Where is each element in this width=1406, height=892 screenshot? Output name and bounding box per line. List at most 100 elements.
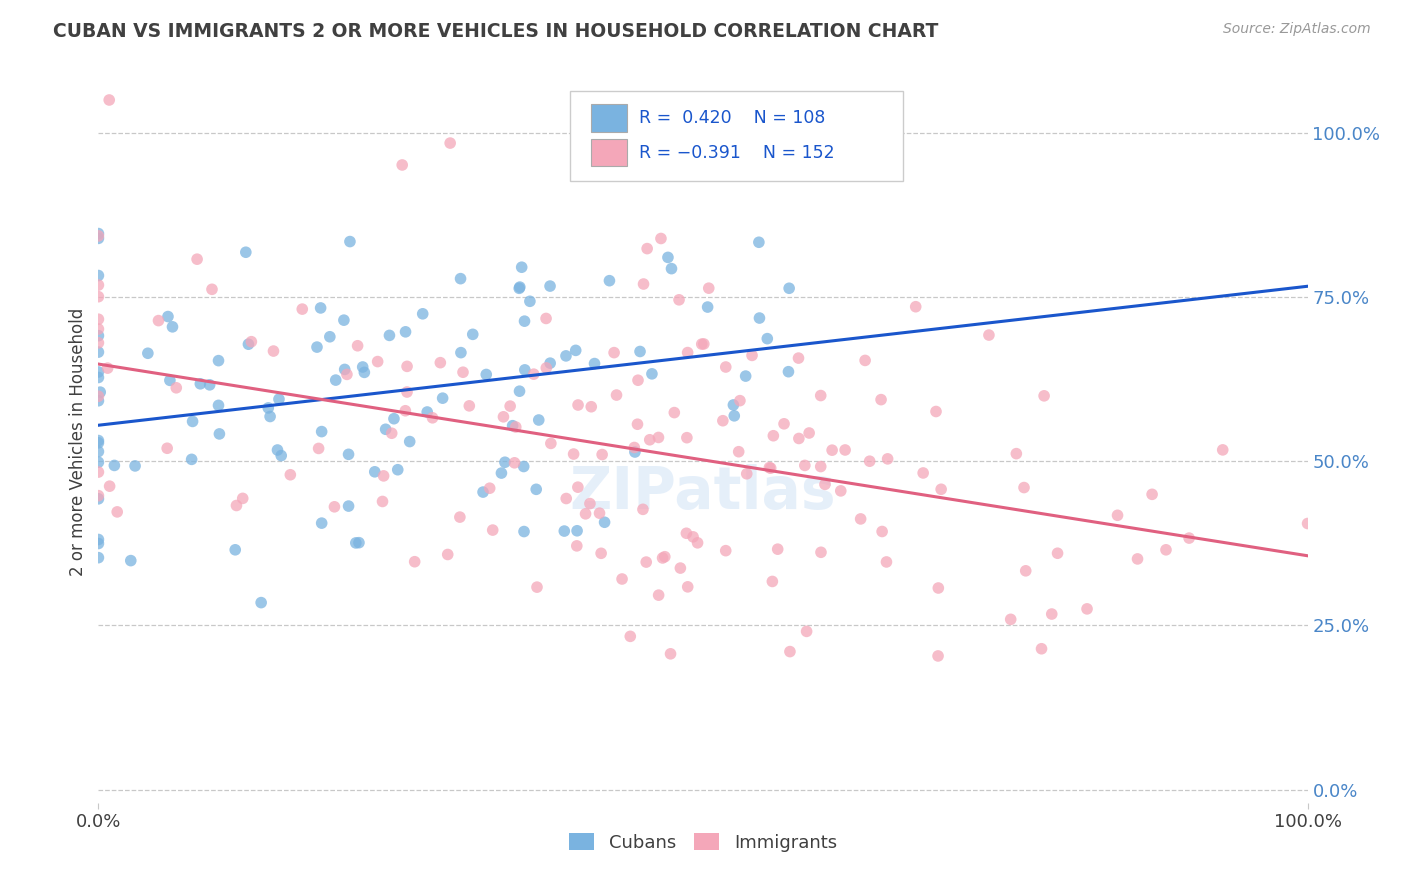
Point <box>395 384 418 399</box>
Point <box>491 466 513 480</box>
Point <box>603 345 626 359</box>
Y-axis label: 2 or more Vehicles in Household: 2 or more Vehicles in Household <box>69 308 87 575</box>
Point <box>723 398 745 412</box>
Point <box>89 385 111 400</box>
Point <box>1140 487 1163 501</box>
Point <box>387 463 409 477</box>
Point <box>492 409 515 424</box>
Point <box>565 524 588 538</box>
Point <box>567 398 589 412</box>
Point <box>579 497 602 511</box>
Point <box>87 322 110 336</box>
Bar <box>591 139 627 166</box>
Point <box>270 449 292 463</box>
Point <box>859 454 882 468</box>
Point <box>1212 442 1234 457</box>
Legend: Cubans, Immigrants: Cubans, Immigrants <box>562 826 844 859</box>
Point <box>849 512 872 526</box>
Point <box>676 580 699 594</box>
Point <box>876 451 898 466</box>
Point <box>830 483 852 498</box>
Point <box>821 443 844 458</box>
Point <box>627 373 650 387</box>
Point <box>641 367 664 381</box>
Point <box>87 393 110 408</box>
Point <box>87 533 110 547</box>
Point <box>761 574 783 589</box>
Point <box>449 510 471 524</box>
Point <box>156 442 179 456</box>
Point <box>478 481 501 495</box>
Point <box>87 290 110 304</box>
Point <box>87 365 110 379</box>
Point <box>344 536 367 550</box>
Point <box>509 280 531 294</box>
Point <box>266 442 288 457</box>
Point <box>311 425 333 439</box>
Point <box>97 361 120 376</box>
Point <box>432 391 454 405</box>
Point <box>505 420 527 434</box>
Point <box>748 311 770 326</box>
Point <box>519 294 541 309</box>
Point <box>240 334 263 349</box>
Point <box>502 418 524 433</box>
Point <box>593 515 616 529</box>
Point <box>87 435 110 450</box>
Point <box>624 445 647 459</box>
Point <box>186 252 208 267</box>
Point <box>207 353 229 368</box>
Point <box>669 561 692 575</box>
Point <box>654 549 676 564</box>
Point <box>797 425 820 440</box>
Point <box>391 158 413 172</box>
Point <box>728 393 751 408</box>
Point <box>439 136 461 150</box>
Point <box>610 572 633 586</box>
Point <box>524 483 547 497</box>
Point <box>87 491 110 506</box>
Point <box>628 344 651 359</box>
Point <box>1178 531 1201 545</box>
Point <box>697 281 720 295</box>
Point <box>232 491 254 506</box>
Point <box>696 300 718 314</box>
Point <box>333 313 356 327</box>
Point <box>352 359 374 374</box>
Point <box>250 596 273 610</box>
Point <box>664 406 686 420</box>
Point <box>875 555 897 569</box>
Point <box>540 436 562 450</box>
Point <box>494 455 516 469</box>
Point <box>87 536 110 550</box>
Point <box>1012 481 1035 495</box>
Point <box>741 348 763 362</box>
Point <box>87 465 110 479</box>
Point <box>633 277 655 291</box>
Point <box>378 328 401 343</box>
Point <box>382 411 405 425</box>
Point <box>778 365 800 379</box>
Point <box>124 458 146 473</box>
Point <box>156 310 179 324</box>
Point <box>538 356 561 370</box>
Point <box>87 278 110 293</box>
Point <box>766 542 789 557</box>
Point <box>714 543 737 558</box>
Point <box>793 458 815 473</box>
Point <box>1296 516 1319 531</box>
Point <box>623 441 645 455</box>
Point <box>523 367 546 381</box>
Point <box>762 428 785 442</box>
Point <box>661 261 683 276</box>
Point <box>1107 508 1129 523</box>
Point <box>208 426 231 441</box>
Point <box>1076 602 1098 616</box>
Point <box>353 365 375 379</box>
Point <box>398 434 420 449</box>
Point <box>422 410 444 425</box>
Point <box>591 546 613 560</box>
Point <box>105 505 128 519</box>
Point <box>373 469 395 483</box>
Point <box>87 345 110 359</box>
